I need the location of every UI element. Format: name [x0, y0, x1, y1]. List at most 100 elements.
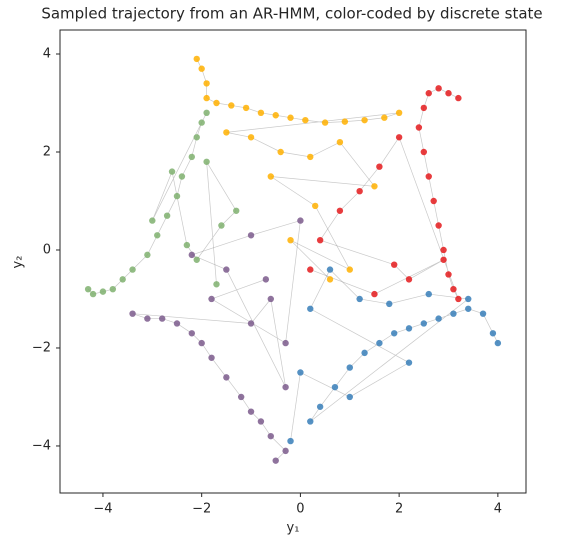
y-tick-label: −4 [32, 438, 51, 453]
point [386, 300, 393, 308]
y-tick-label: 0 [43, 242, 51, 257]
point [326, 266, 334, 273]
point [129, 266, 136, 273]
point [336, 138, 344, 146]
point [144, 315, 151, 322]
point [307, 418, 314, 425]
point [247, 320, 255, 327]
point [228, 102, 235, 109]
point [302, 116, 309, 124]
point [415, 124, 423, 131]
point [203, 109, 210, 117]
point [287, 437, 294, 445]
point [208, 354, 215, 361]
point [218, 222, 225, 229]
point [84, 285, 92, 293]
point [307, 305, 314, 312]
point [277, 148, 284, 156]
point [257, 109, 265, 117]
point [188, 330, 196, 337]
point [178, 173, 186, 180]
point [445, 90, 452, 97]
trajectory [87, 112, 237, 295]
point [395, 109, 403, 117]
y-axis-label: y₂ [11, 256, 26, 269]
point [198, 65, 205, 72]
point [445, 271, 452, 278]
point [173, 192, 181, 200]
point [465, 305, 472, 312]
point [193, 256, 200, 263]
point [450, 310, 457, 317]
point [119, 276, 126, 283]
point [316, 403, 324, 410]
point [435, 222, 442, 229]
point [213, 281, 220, 288]
y-tick-label: 2 [43, 144, 51, 159]
point [425, 173, 432, 180]
point [479, 310, 487, 317]
x-tick-label: 2 [395, 502, 403, 517]
point [193, 134, 200, 141]
x-tick-label: 0 [296, 502, 304, 517]
point [168, 168, 176, 175]
point [405, 276, 413, 283]
point [163, 212, 171, 219]
point [233, 207, 240, 214]
point [198, 119, 205, 126]
point [390, 261, 398, 268]
point [297, 217, 304, 224]
point [267, 432, 274, 440]
point [223, 374, 230, 381]
point [420, 320, 428, 327]
point [450, 285, 457, 293]
point [376, 163, 383, 170]
x-axis-label: y₁ [287, 521, 300, 536]
point [247, 232, 255, 239]
point [282, 339, 289, 347]
point [435, 315, 442, 322]
point [455, 94, 462, 102]
point [440, 256, 447, 263]
point [183, 241, 191, 249]
point [99, 288, 107, 295]
point [307, 266, 314, 273]
trajectory [132, 220, 301, 461]
point [282, 383, 289, 391]
point [405, 325, 413, 332]
chart-title: Sampled trajectory from an AR-HMM, color… [41, 5, 542, 23]
point [440, 246, 447, 254]
point [198, 339, 205, 347]
point [109, 285, 117, 293]
point [361, 349, 368, 357]
point [282, 447, 289, 455]
point [272, 112, 279, 119]
point [361, 116, 368, 124]
point [188, 251, 196, 259]
point [144, 251, 151, 259]
point [336, 207, 344, 214]
point [356, 187, 363, 195]
point [257, 418, 265, 425]
x-tick-label: −4 [93, 502, 112, 517]
point [307, 153, 314, 161]
point [321, 119, 329, 126]
point [312, 202, 319, 210]
point [376, 339, 383, 347]
point [247, 134, 255, 141]
point [267, 173, 274, 180]
point [188, 153, 196, 161]
point [158, 315, 166, 322]
point [420, 148, 428, 156]
point [489, 330, 497, 337]
point [89, 290, 97, 298]
plot-frame [59, 29, 527, 494]
point [242, 104, 250, 112]
point [149, 217, 156, 224]
point [203, 80, 210, 87]
trajectory [290, 268, 499, 442]
point [455, 295, 462, 303]
point [223, 129, 230, 136]
x-tick-label: −2 [192, 502, 211, 517]
